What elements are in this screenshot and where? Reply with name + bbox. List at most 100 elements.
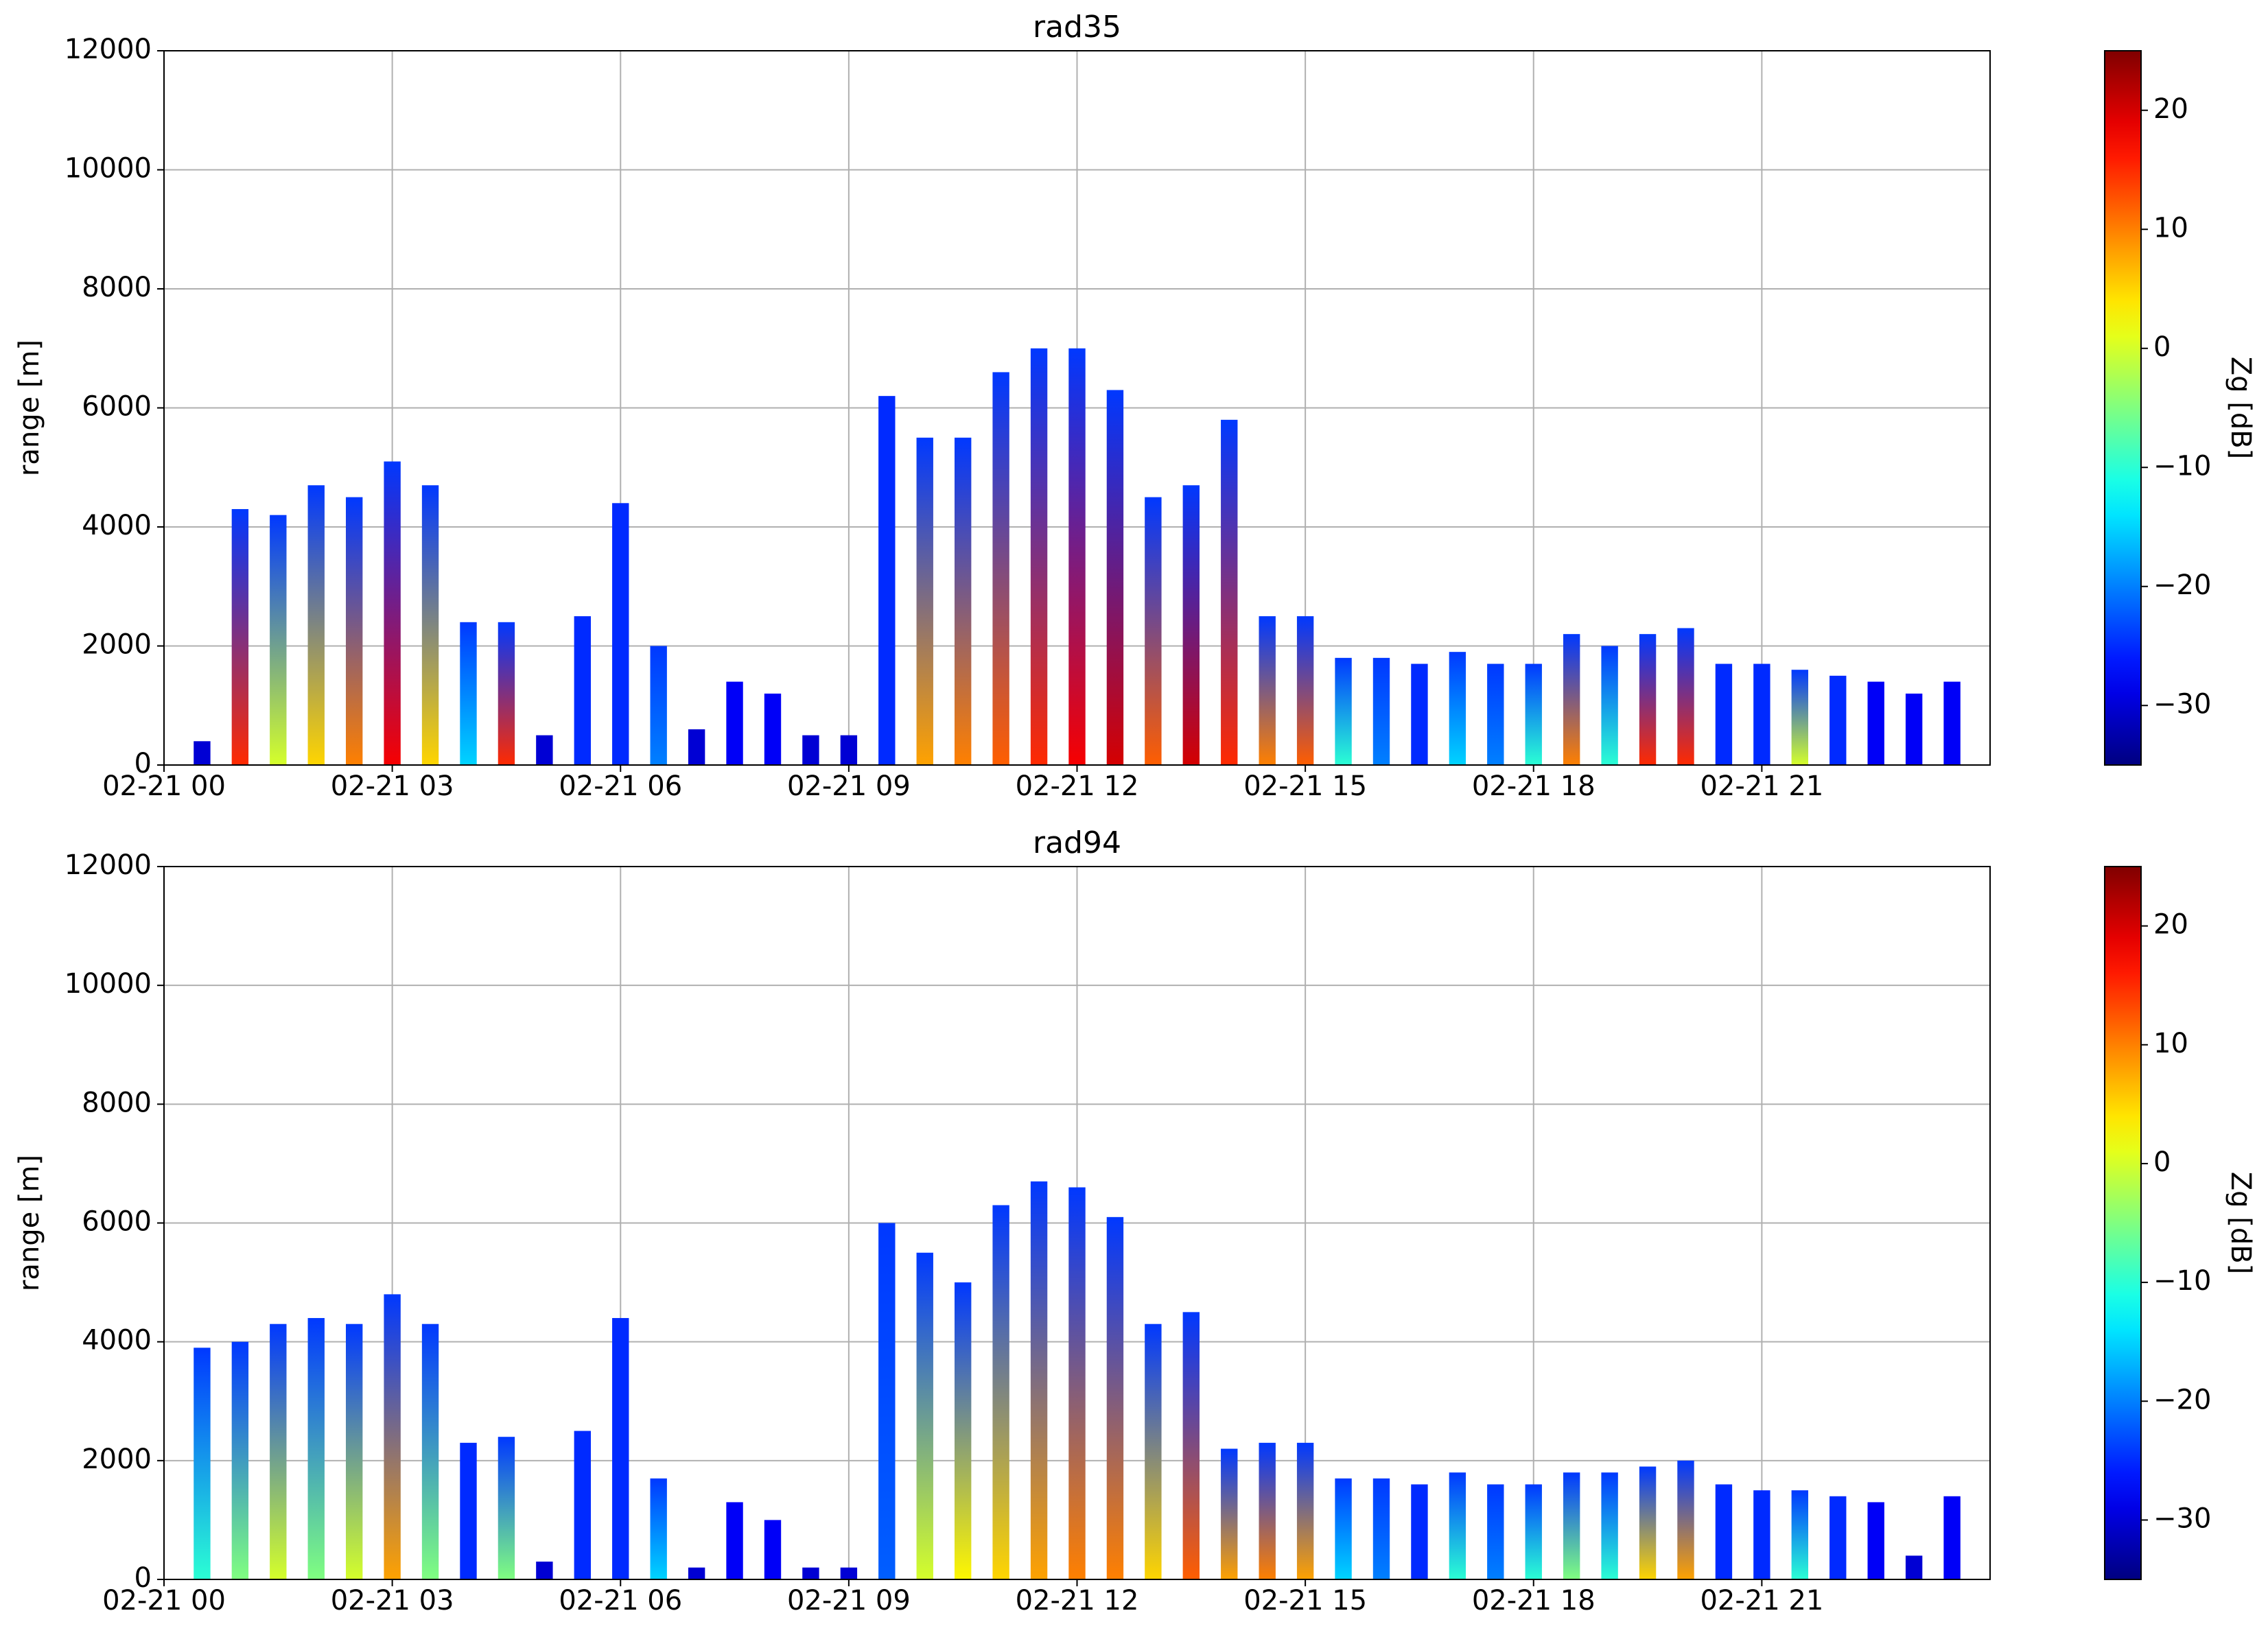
profile	[1791, 670, 1809, 765]
profile	[650, 1478, 667, 1579]
profile	[1867, 681, 1884, 765]
profile	[1296, 1442, 1314, 1579]
profile	[194, 741, 211, 765]
colorbar-tick-label: −20	[2153, 569, 2211, 601]
profile	[1259, 1442, 1276, 1579]
y-tick-label: 12000	[65, 849, 152, 881]
y-tick-label: 4000	[82, 510, 152, 541]
profile	[1068, 1187, 1086, 1579]
profile	[231, 1341, 249, 1579]
profile	[1639, 1466, 1657, 1579]
profile	[270, 1324, 287, 1579]
profile	[992, 1205, 1009, 1579]
profile	[1905, 693, 1923, 765]
y-tick-label: 6000	[82, 391, 152, 423]
profile	[802, 735, 819, 765]
profile	[1296, 616, 1314, 765]
colorbar-tick-label: 10	[2153, 1028, 2188, 1059]
profile	[802, 1567, 819, 1579]
profile	[1715, 1484, 1733, 1579]
profile	[1449, 1472, 1466, 1579]
colorbar-tick-label: −30	[2153, 688, 2211, 720]
profile	[688, 1567, 705, 1579]
y-tick-label: 10000	[65, 153, 152, 185]
profile	[764, 693, 782, 765]
profile	[1221, 419, 1238, 765]
profile	[1182, 1312, 1200, 1579]
profile	[1867, 1502, 1884, 1579]
x-tick-label: 02-21 15	[1243, 771, 1367, 802]
profile	[1335, 1478, 1352, 1579]
x-tick-label: 02-21 00	[102, 1585, 226, 1616]
y-tick-label: 2000	[82, 629, 152, 661]
colorbar-tick-label: 0	[2153, 331, 2171, 363]
profile	[384, 461, 401, 765]
profile	[1791, 1490, 1809, 1579]
profile	[1145, 1324, 1162, 1579]
profile	[1106, 390, 1124, 765]
profile	[1943, 1496, 1961, 1579]
x-tick-label: 02-21 12	[1016, 771, 1139, 802]
x-tick-label: 02-21 21	[1700, 1585, 1823, 1616]
colorbar-label: Zg [dB]	[2225, 357, 2256, 460]
profile	[194, 1348, 211, 1579]
y-tick-label: 2000	[82, 1444, 152, 1475]
profile	[1639, 634, 1657, 765]
profile	[1106, 1216, 1124, 1579]
x-tick-label: 02-21 15	[1243, 1585, 1367, 1616]
profile	[345, 497, 363, 765]
profile	[1372, 657, 1390, 765]
y-axis-label: range [m]	[14, 340, 45, 476]
profile	[345, 1324, 363, 1579]
profile	[1753, 663, 1770, 765]
chart-title: rad35	[1033, 10, 1121, 45]
profile	[1182, 485, 1200, 765]
profile	[1145, 497, 1162, 765]
y-tick-label: 12000	[65, 34, 152, 65]
colorbar-tick-label: −30	[2153, 1503, 2211, 1534]
colorbar-tick-label: 0	[2153, 1146, 2171, 1178]
profile	[1563, 1472, 1580, 1579]
profile	[1335, 657, 1352, 765]
profile	[1068, 348, 1086, 765]
x-tick-label: 02-21 06	[559, 771, 682, 802]
chart-title: rad94	[1033, 825, 1121, 860]
profile	[612, 1318, 629, 1579]
profile	[1601, 1472, 1618, 1579]
colorbar-tick-label: −10	[2153, 1265, 2211, 1297]
colorbar	[2104, 50, 2142, 766]
x-tick-label: 02-21 06	[559, 1585, 682, 1616]
profile	[421, 1324, 439, 1579]
profile	[536, 735, 553, 765]
x-tick-label: 02-21 00	[102, 771, 226, 802]
profile	[1677, 1460, 1694, 1579]
x-tick-label: 02-21 21	[1700, 771, 1823, 802]
y-axis-label: range [m]	[14, 1155, 45, 1291]
profile	[1221, 1448, 1238, 1579]
profile	[460, 622, 477, 765]
profile	[536, 1562, 553, 1579]
x-tick-label: 02-21 03	[331, 1585, 454, 1616]
profile	[1943, 681, 1961, 765]
profile	[688, 729, 705, 765]
profile	[1753, 1490, 1770, 1579]
profile	[1030, 348, 1048, 765]
profile	[498, 1437, 515, 1579]
profile	[764, 1520, 782, 1579]
x-tick-label: 02-21 18	[1472, 1585, 1595, 1616]
profile	[1829, 675, 1847, 765]
profile	[650, 646, 667, 765]
profile	[1411, 1484, 1428, 1579]
x-tick-label: 02-21 09	[787, 771, 911, 802]
plot-frame	[163, 866, 1991, 1580]
profile	[1905, 1555, 1923, 1579]
profile	[840, 735, 858, 765]
x-tick-label: 02-21 03	[331, 771, 454, 802]
plot-frame	[163, 50, 1991, 766]
profile	[1601, 646, 1618, 765]
y-tick-label: 4000	[82, 1325, 152, 1356]
y-tick-label: 0	[135, 748, 152, 779]
profile	[574, 616, 592, 765]
profile	[1715, 663, 1733, 765]
profile	[1259, 616, 1276, 765]
